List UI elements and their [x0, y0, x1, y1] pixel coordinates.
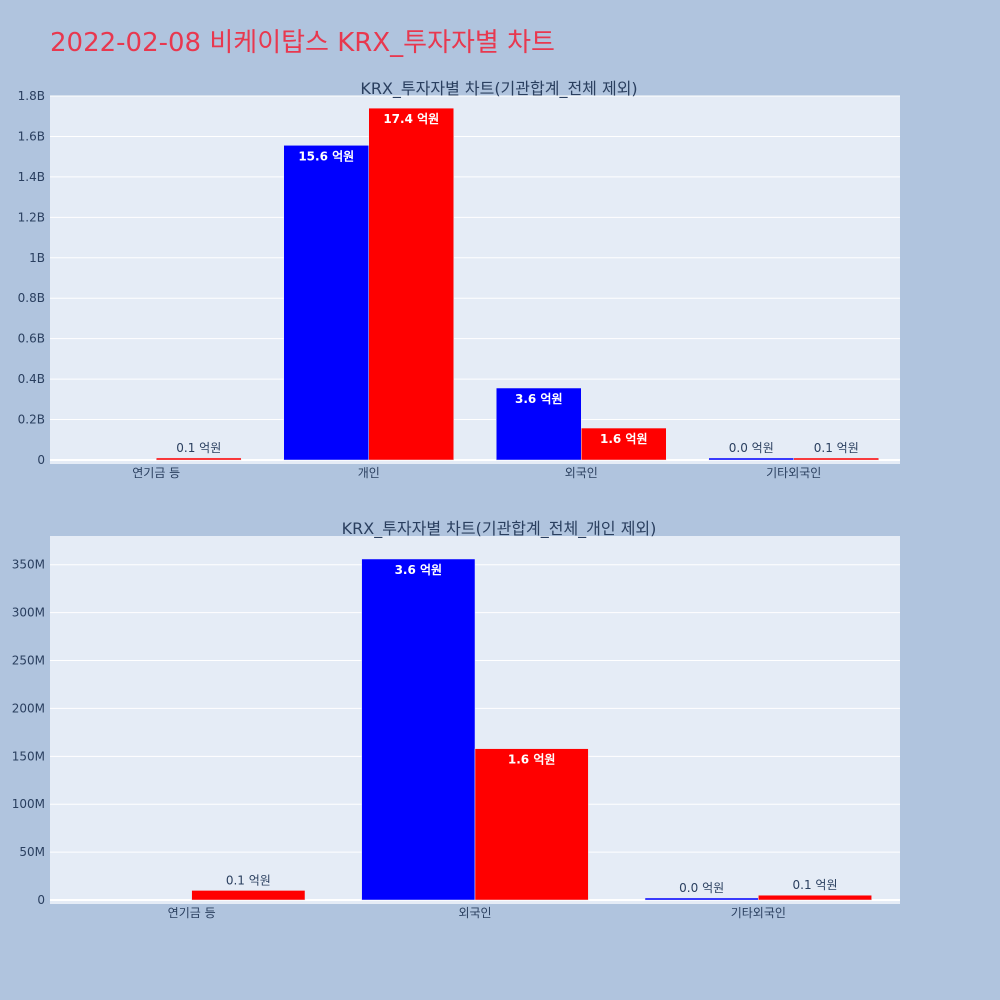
y-tick-label: 100M: [12, 797, 45, 811]
data-label: 0.1 억원: [226, 873, 271, 887]
y-tick-label: 1.4B: [18, 170, 45, 184]
y-tick-label: 1.2B: [18, 210, 45, 224]
chart-title-2: KRX_투자자별 차트(기관합계_전체_개인 제외): [342, 519, 657, 539]
bar: [283, 145, 369, 461]
bar: [474, 748, 589, 901]
y-tick-label: 1B: [29, 251, 45, 265]
chart-title-1: KRX_투자자별 차트(기관합계_전체 제외): [360, 79, 637, 99]
x-tick-label: 연기금 등: [132, 466, 180, 480]
bar: [758, 894, 872, 901]
data-label: 1.6 억원: [508, 753, 556, 767]
y-tick-label: 50M: [19, 845, 45, 859]
bar: [191, 890, 306, 901]
data-label: 1.6 억원: [600, 432, 648, 446]
bar: [368, 107, 454, 461]
y-tick-label: 1.8B: [18, 89, 45, 103]
y-tick-label: 0.8B: [18, 291, 45, 305]
x-tick-label: 기타외국인: [766, 466, 821, 480]
x-tick-label: 외국인: [458, 906, 491, 920]
x-tick-label: 개인: [358, 466, 380, 480]
plot-area-1: [50, 96, 900, 464]
x-tick-label: 외국인: [565, 466, 598, 480]
y-tick-label: 0: [37, 453, 45, 467]
data-label: 3.6 억원: [515, 392, 563, 406]
y-tick-label: 150M: [12, 749, 45, 763]
y-tick-label: 1.6B: [18, 129, 45, 143]
x-tick-label: 연기금 등: [168, 906, 216, 920]
data-label: 0.1 억원: [793, 878, 838, 892]
page-title: 2022-02-08 비케이탑스 KRX_투자자별 차트: [50, 28, 555, 58]
y-tick-label: 350M: [12, 558, 45, 572]
y-tick-label: 0: [37, 893, 45, 907]
bar: [496, 387, 582, 461]
bar: [156, 457, 242, 461]
data-label: 15.6 억원: [298, 149, 354, 163]
bar: [361, 558, 476, 901]
bar: [581, 427, 667, 461]
data-label: 3.6 억원: [395, 563, 443, 577]
data-label: 0.0 억원: [679, 881, 724, 895]
y-tick-label: 250M: [12, 654, 45, 668]
bar: [644, 897, 759, 901]
y-tick-label: 0.4B: [18, 372, 45, 386]
bar: [793, 457, 879, 461]
x-tick-label: 기타외국인: [731, 906, 786, 920]
y-tick-label: 0.2B: [18, 413, 45, 427]
data-label: 0.0 억원: [729, 441, 774, 455]
bar: [708, 457, 794, 461]
data-label: 17.4 억원: [383, 112, 439, 126]
data-label: 0.1 억원: [176, 441, 221, 455]
y-tick-label: 200M: [12, 701, 45, 715]
y-tick-label: 300M: [12, 606, 45, 620]
y-tick-label: 0.6B: [18, 332, 45, 346]
data-label: 0.1 억원: [814, 441, 859, 455]
